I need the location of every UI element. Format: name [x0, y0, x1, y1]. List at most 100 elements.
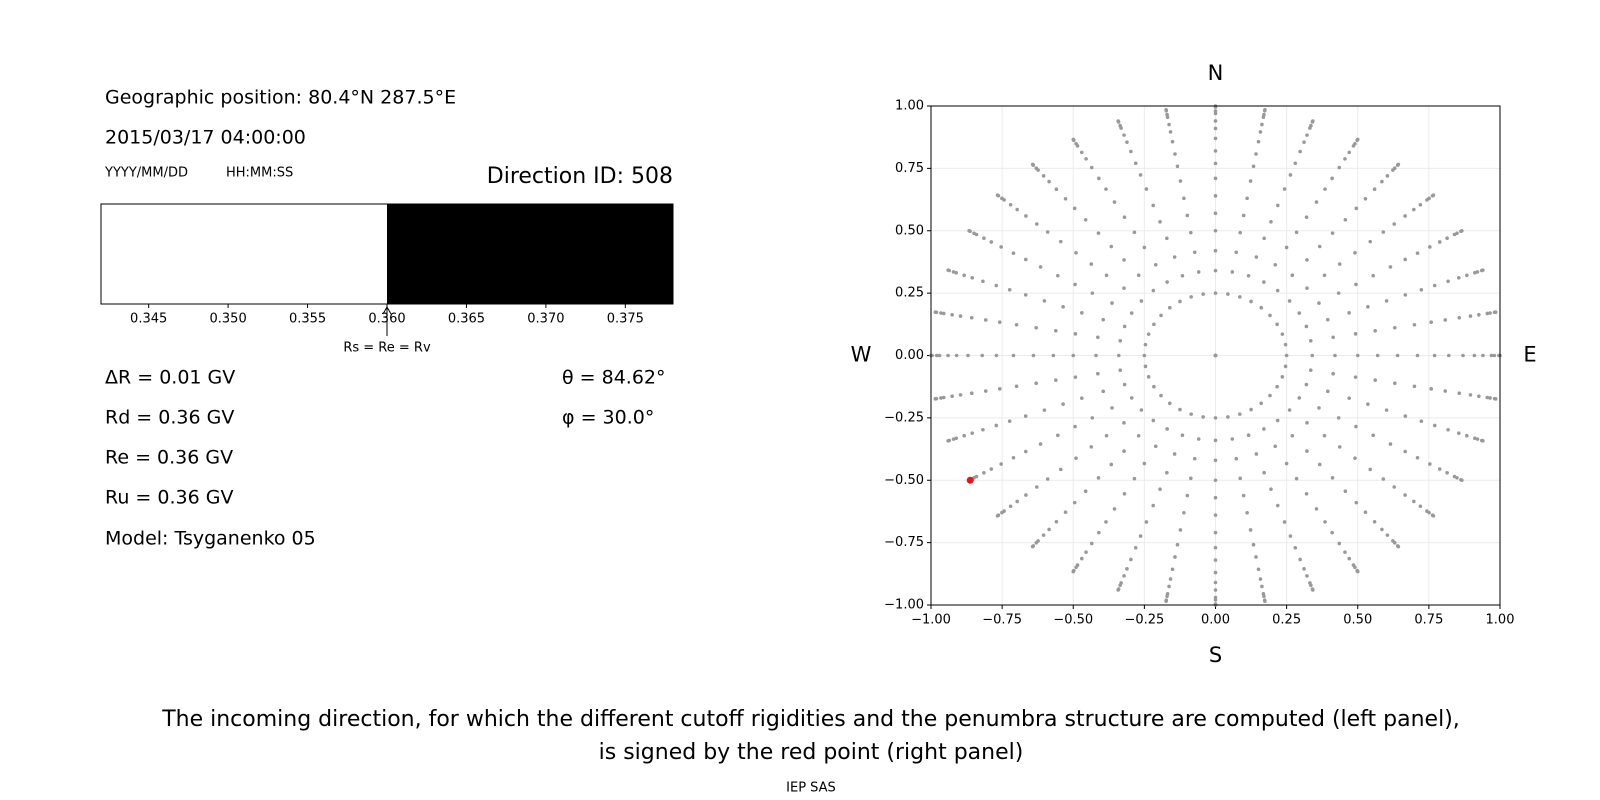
direction-point [1178, 179, 1183, 183]
direction-point [1275, 288, 1280, 293]
direction-point [1412, 499, 1416, 504]
direction-point [1392, 222, 1397, 226]
direction-point [1142, 461, 1147, 466]
direction-point [1355, 137, 1360, 142]
direction-point [1353, 375, 1358, 379]
direction-point [1112, 200, 1117, 204]
direction-point [1167, 401, 1172, 406]
direction-point [1090, 416, 1095, 420]
direction-point [1298, 149, 1302, 154]
x-tick-label: 0.355 [289, 312, 326, 327]
direction-point [1122, 258, 1126, 262]
rd: Rd = 0.36 GV [105, 407, 234, 429]
direction-point [1446, 427, 1450, 432]
direction-point [1393, 325, 1397, 330]
direction-point [1472, 353, 1477, 358]
direction-point [1311, 119, 1315, 123]
direction-point [1164, 599, 1168, 604]
direction-point [1138, 534, 1143, 538]
direction-point [1248, 528, 1253, 532]
direction-point [1151, 503, 1156, 508]
direction-point [1038, 265, 1043, 269]
model: Model: Tsyganenko 05 [105, 528, 316, 550]
direction-point [1418, 504, 1423, 509]
penumbra-segment [387, 204, 673, 304]
direction-point [1238, 476, 1243, 481]
direction-point [1118, 583, 1122, 588]
direction-point [1251, 542, 1256, 547]
direction-point [1129, 557, 1133, 562]
direction-point [1246, 273, 1251, 278]
time-format: HH:MM:SS [226, 166, 293, 181]
direction-point [1041, 533, 1046, 537]
direction-point [1488, 311, 1492, 315]
direction-point [1122, 449, 1126, 453]
direction-point [1455, 231, 1459, 236]
direction-point [1159, 313, 1163, 318]
direction-point [1053, 329, 1058, 333]
direction-point [1007, 287, 1012, 292]
direction-point [1122, 215, 1127, 220]
direction-point [1238, 295, 1242, 299]
caption: The incoming direction, for which the di… [161, 707, 1460, 732]
direction-point [1304, 491, 1309, 496]
direction-point [1058, 239, 1063, 244]
direction-point [999, 462, 1003, 466]
direction-point [1290, 433, 1295, 438]
phi: φ = 30.0° [562, 407, 654, 429]
direction-point [1475, 437, 1480, 441]
direction-point [1213, 438, 1218, 443]
direction-point [1302, 567, 1306, 571]
direction-point [1080, 396, 1084, 400]
x-tick-label: −0.75 [982, 613, 1022, 628]
direction-point [1275, 322, 1279, 327]
direction-point [1262, 236, 1266, 241]
direction-point [1168, 130, 1173, 134]
selected-direction [966, 476, 974, 484]
direction-point [1308, 338, 1313, 343]
direction-point [1083, 217, 1088, 222]
direction-point [1034, 222, 1039, 226]
direction-point [1079, 150, 1084, 155]
direction-point [1170, 567, 1175, 572]
direction-point [1129, 311, 1134, 315]
delta-r: ΔR = 0.01 GV [105, 367, 235, 389]
direction-point [1305, 133, 1309, 137]
position: Geographic position: 80.4°N 287.5°E [105, 87, 456, 109]
direction-point [1136, 273, 1141, 278]
direction-point [1180, 433, 1185, 438]
direction-point [1254, 452, 1259, 456]
direction-point [1234, 250, 1239, 255]
direction-point [1189, 295, 1193, 299]
direction-point [1122, 324, 1127, 329]
x-tick-label: 0.00 [1201, 613, 1230, 628]
direction-point [1311, 588, 1315, 592]
caption: is signed by the red point (right panel) [599, 740, 1024, 765]
direction-point [1129, 396, 1134, 400]
direction-point [1213, 513, 1218, 517]
direction-point [1427, 196, 1431, 201]
direction-point [1116, 588, 1120, 592]
direction-point [1118, 338, 1123, 343]
direction-point [1090, 291, 1095, 295]
direction-point [1213, 580, 1218, 585]
direction-point [1234, 456, 1239, 461]
direction-point [1347, 150, 1352, 155]
direction-point [1230, 270, 1235, 274]
direction-point [1011, 455, 1016, 460]
direction-point [1263, 599, 1267, 604]
direction-point [1310, 353, 1315, 358]
direction-point [1248, 179, 1253, 183]
direction-point [951, 437, 956, 441]
direction-point [1104, 433, 1109, 438]
direction-point [1403, 414, 1408, 418]
direction-point [934, 353, 939, 358]
direction-point [1096, 476, 1101, 480]
direction-point [1260, 584, 1264, 589]
direction-point [1393, 381, 1397, 386]
direction-point [997, 387, 1002, 391]
direction-point [1309, 583, 1313, 588]
direction-point [946, 353, 950, 358]
direction-point [1269, 220, 1273, 224]
direction-point [1275, 203, 1280, 208]
